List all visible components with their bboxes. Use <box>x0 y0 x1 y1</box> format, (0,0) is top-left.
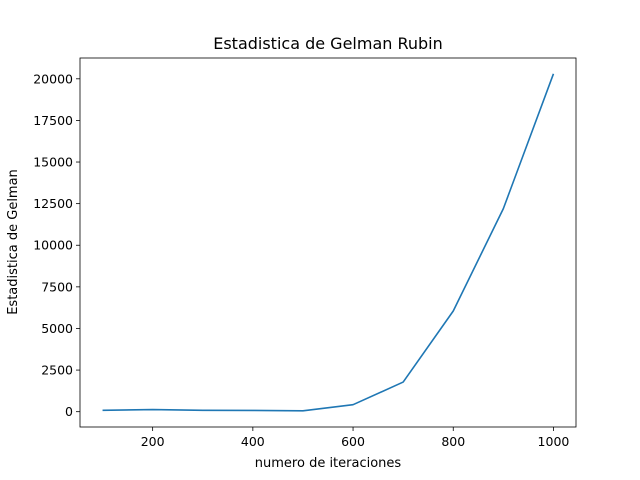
y-tick-label: 20000 <box>33 71 73 86</box>
x-axis-label: numero de iteraciones <box>255 456 402 471</box>
y-axis-label: Estadistica de Gelman <box>6 169 21 315</box>
y-tick-label: 7500 <box>41 279 73 294</box>
y-tick-label: 0 <box>65 404 73 419</box>
x-axis: 200 400 600 800 1000 <box>141 427 570 449</box>
x-tick-label: 400 <box>241 434 265 449</box>
series-line-0 <box>102 73 555 412</box>
chart-title: Estadistica de Gelman Rubin <box>213 34 443 53</box>
y-tick-label: 5000 <box>41 321 73 336</box>
plot-area <box>79 57 577 428</box>
x-tick-label: 800 <box>441 434 465 449</box>
y-tick-label: 15000 <box>33 155 73 170</box>
x-tick-label: 200 <box>141 434 165 449</box>
x-tick-label: 1000 <box>538 434 570 449</box>
y-tick-label: 17500 <box>33 113 73 128</box>
y-tick-label: 12500 <box>33 196 73 211</box>
y-tick-label: 10000 <box>33 238 73 253</box>
y-tick-label: 2500 <box>41 363 73 378</box>
x-tick-label: 600 <box>341 434 365 449</box>
y-axis: 0 2500 5000 7500 10000 12500 15000 17500 20000 <box>33 71 80 419</box>
series-group <box>102 73 555 412</box>
